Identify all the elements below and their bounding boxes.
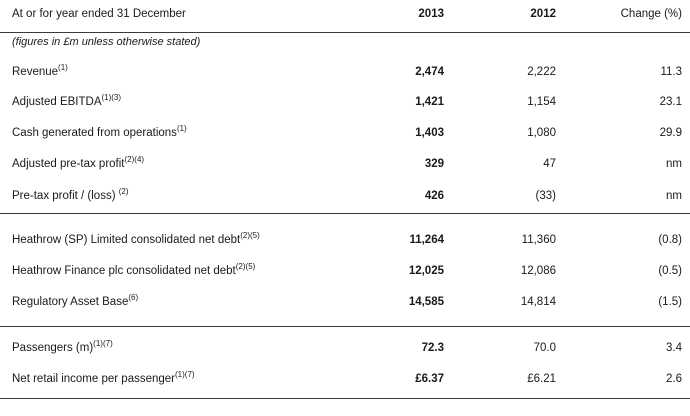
row-label: Adjusted pre-tax profit(2)(4)	[12, 155, 145, 170]
value-2012: £6.21	[527, 373, 556, 385]
value-2013: £6.37	[415, 373, 444, 385]
row-label: Cash generated from operations(1)	[12, 124, 187, 139]
value-2013: 12,025	[408, 265, 444, 277]
row-label: Regulatory Asset Base(6)	[12, 293, 139, 308]
value-change: (0.5)	[658, 265, 682, 277]
value-2012: (33)	[535, 190, 556, 202]
footnote-ref: (2)	[118, 187, 129, 197]
value-change: 29.9	[659, 127, 682, 139]
value-change: 3.4	[666, 342, 682, 354]
row-label: Adjusted EBITDA(1)(3)	[12, 93, 122, 108]
row-label: Net retail income per passenger(1)(7)	[12, 370, 195, 385]
row-label: Revenue(1)	[12, 63, 68, 78]
value-2013: 329	[424, 158, 444, 170]
header-2013: 2013	[418, 8, 444, 20]
value-2012: 2,222	[527, 66, 556, 78]
table-row: Adjusted EBITDA(1)(3) 1,421 1,154 23.1	[0, 92, 690, 112]
footnote-ref: (1)	[58, 63, 68, 73]
table-row: Pre-tax profit / (loss) (2) 426 (33) nm	[0, 186, 690, 206]
value-2013: 72.3	[421, 342, 444, 354]
header-change: Change (%)	[620, 8, 682, 20]
value-2013: 11,264	[409, 234, 444, 246]
table-row: Revenue(1) 2,474 2,222 11.3	[0, 62, 690, 82]
value-2013: 1,403	[415, 127, 444, 139]
value-2013: 14,585	[408, 296, 444, 308]
value-2012: 70.0	[533, 342, 556, 354]
table-row: Net retail income per passenger(1)(7) £6…	[0, 369, 690, 389]
footnote-ref: (1)	[176, 124, 187, 134]
value-change: 23.1	[659, 96, 682, 108]
value-2012: 1,080	[527, 127, 556, 139]
value-change: nm	[666, 158, 682, 170]
table-bottom-rule	[0, 398, 690, 399]
value-2012: 12,086	[520, 265, 556, 277]
row-label: Heathrow Finance plc consolidated net de…	[12, 262, 256, 277]
row-label: Heathrow (SP) Limited consolidated net d…	[12, 231, 260, 246]
header-2012: 2012	[530, 8, 556, 20]
footnote-ref: (1)(7)	[175, 370, 195, 380]
footnote-ref: (1)(7)	[93, 339, 113, 349]
value-change: (0.8)	[658, 234, 682, 246]
table-row: Cash generated from operations(1) 1,403 …	[0, 123, 690, 143]
footnote-ref: (6)	[128, 293, 139, 303]
section-divider	[0, 326, 690, 327]
value-2013: 2,474	[415, 66, 444, 78]
footnote-ref: (2)(4)	[124, 155, 145, 165]
value-2013: 1,421	[415, 96, 444, 108]
table-row: Regulatory Asset Base(6) 14,585 14,814 (…	[0, 292, 690, 312]
table-row: Passengers (m)(1)(7) 72.3 70.0 3.4	[0, 338, 690, 358]
table-row: Adjusted pre-tax profit(2)(4) 329 47 nm	[0, 154, 690, 174]
value-change: nm	[666, 190, 682, 202]
value-2012: 14,814	[520, 296, 556, 308]
value-change: 11.3	[660, 66, 682, 78]
table-row: Heathrow (SP) Limited consolidated net d…	[0, 230, 690, 250]
row-label: Pre-tax profit / (loss) (2)	[12, 187, 129, 202]
value-change: (1.5)	[658, 296, 682, 308]
footnote-ref: (2)(5)	[240, 231, 260, 241]
value-2013: 426	[424, 190, 444, 202]
header-row: At or for year ended 31 December 2013 20…	[0, 4, 690, 24]
value-2012: 1,154	[527, 96, 556, 108]
value-change: 2.6	[666, 373, 682, 385]
row-label: Passengers (m)(1)(7)	[12, 339, 113, 354]
value-2012: 47	[543, 158, 556, 170]
footnote-ref: (2)(5)	[235, 262, 256, 272]
header-period-label: At or for year ended 31 December	[12, 8, 186, 20]
units-note: (figures in £m unless otherwise stated)	[12, 36, 201, 48]
footnote-ref: (1)(3)	[101, 93, 122, 103]
header-divider	[0, 32, 690, 33]
table-row: Heathrow Finance plc consolidated net de…	[0, 261, 690, 281]
value-2012: 11,360	[521, 234, 556, 246]
section-divider	[0, 213, 690, 214]
